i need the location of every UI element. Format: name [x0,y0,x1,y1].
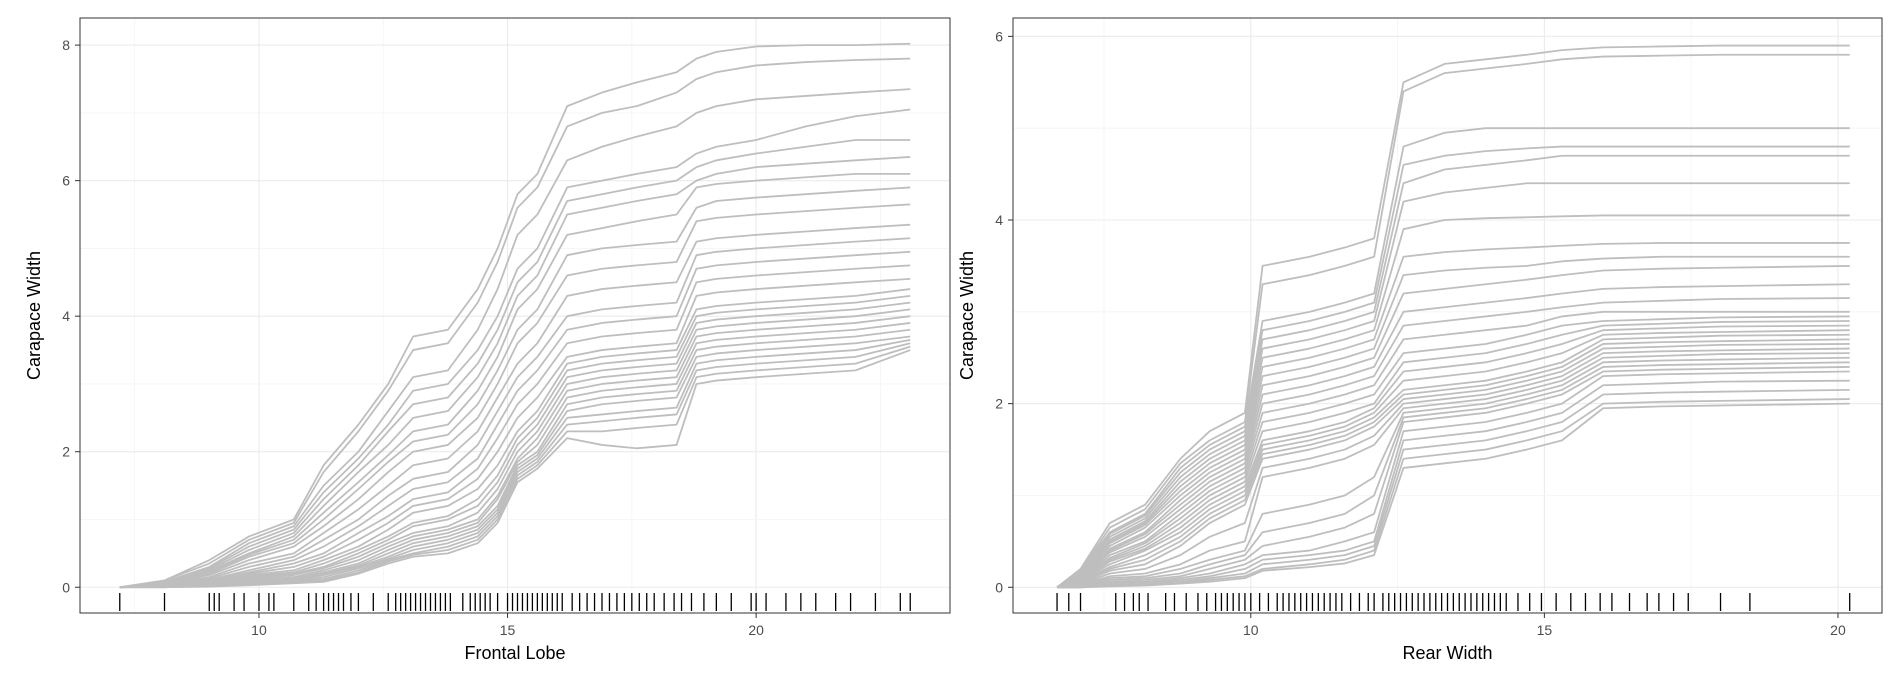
series-line [119,308,911,589]
series-line [119,88,911,589]
y-tick-label: 0 [995,579,1003,595]
series-line [119,328,911,589]
y-tick-label: 4 [995,212,1003,228]
series-line [119,108,911,589]
series-line [1056,347,1850,589]
series-line [119,278,911,589]
series-line [119,237,911,589]
series-line [119,315,911,589]
series-line [1056,53,1850,589]
series-line [119,301,911,589]
y-tick-label: 6 [62,173,70,189]
series-line [1056,338,1850,589]
y-axis-title: Carapace Width [957,251,977,380]
series-line [119,223,911,589]
series-line [1056,214,1850,589]
x-tick-label: 20 [748,622,764,638]
series-line [1056,333,1850,589]
series-line [1056,329,1850,589]
series-line [1057,366,1850,589]
series-line [119,57,911,589]
series-line [1056,154,1850,589]
series-line [1056,297,1850,589]
x-tick-label: 20 [1830,622,1846,638]
x-tick-label: 10 [1243,622,1259,638]
series-line [1057,398,1850,589]
series-line [119,288,911,589]
series-line [1056,145,1850,589]
y-axis-title: Carapace Width [24,251,44,380]
series-line [1056,127,1850,589]
series-line [119,294,911,589]
series-line [1056,361,1850,589]
x-tick-label: 15 [500,622,516,638]
x-axis-title: Rear Width [1402,643,1492,663]
series-line [119,203,911,589]
series-line [119,250,911,589]
y-tick-label: 6 [995,28,1003,44]
series-line [1056,182,1850,589]
y-tick-label: 2 [62,444,70,460]
series-line [119,186,911,589]
panel-frontal-lobe: 10 15 20 0 2 4 6 8 Frontal Lobe Carapace Width [24,17,951,663]
y-tick-label: 4 [62,308,70,324]
series-line [1056,265,1850,589]
series-line [119,156,911,589]
series-line [119,172,911,589]
y-tick-label: 0 [62,579,70,595]
series-line [1057,388,1850,589]
series-line [1057,402,1850,589]
series-line [119,349,911,589]
series-line [1057,370,1850,589]
series-line [1056,242,1850,589]
series-line [119,139,911,589]
x-tick-label: 15 [1537,622,1553,638]
series-line [1056,310,1850,589]
series-line [119,264,911,589]
series-line [1056,356,1850,589]
y-tick-label: 2 [995,396,1003,412]
series-line [1056,315,1850,589]
series-line [1056,343,1850,589]
series-line [119,42,911,589]
series-line [1056,255,1850,589]
series-line [1056,352,1850,589]
x-tick-label: 10 [251,622,267,638]
series-line [1056,44,1850,588]
x-axis-title: Frontal Lobe [464,643,565,663]
series-line [1057,379,1850,589]
y-tick-label: 8 [62,37,70,53]
series-line [1056,320,1850,589]
panel-rear-width: 10 15 20 0 2 4 6 Rear Width Carapace Width [957,17,1883,663]
series-line [1056,324,1850,589]
series-line [1056,283,1850,589]
